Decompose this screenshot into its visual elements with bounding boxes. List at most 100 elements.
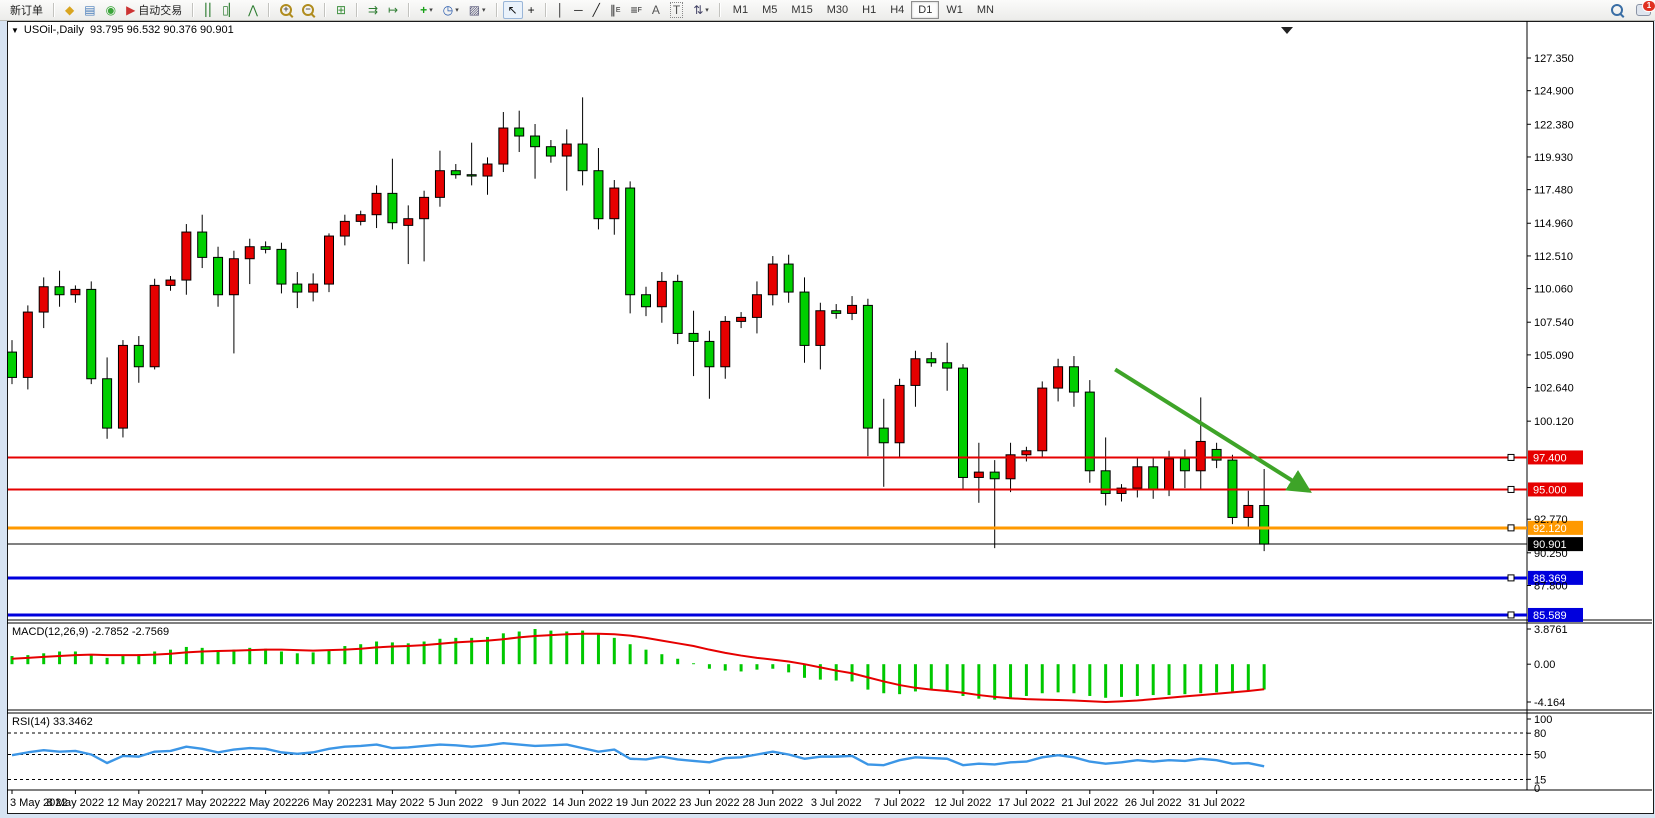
price-badge-label: 97.400 <box>1533 452 1567 464</box>
svg-text:17 May 2022: 17 May 2022 <box>170 797 234 809</box>
svg-text:28 Jun 2022: 28 Jun 2022 <box>743 797 804 809</box>
timeframe-button-mn[interactable]: MN <box>976 4 994 16</box>
svg-text:14 Jun 2022: 14 Jun 2022 <box>552 797 613 809</box>
autotrading-button[interactable]: ▶ 自动交易 <box>126 3 183 17</box>
svg-text:23 Jun 2022: 23 Jun 2022 <box>679 797 740 809</box>
toolbar-separator <box>544 3 547 17</box>
hline-handle[interactable] <box>1507 574 1515 582</box>
rsi-label: RSI(14) 33.3462 <box>12 716 93 728</box>
auto-scroll-icon[interactable]: ⇉ <box>368 3 379 17</box>
tile-windows-icon[interactable]: ⊞ <box>335 3 347 17</box>
trend-arrow-object[interactable] <box>1114 367 1312 493</box>
hline-handle[interactable] <box>1507 453 1515 461</box>
toolbar-separator <box>356 3 359 17</box>
price-badge-95.000 <box>1528 482 1583 497</box>
svg-text:12 Jul 2022: 12 Jul 2022 <box>935 797 992 809</box>
candlestick-series <box>7 97 1270 552</box>
line-chart-icon[interactable]: ⋀ <box>248 3 258 17</box>
zoom-in-icon[interactable]: + <box>275 1 297 19</box>
signals-icon[interactable]: ◉ <box>105 3 117 17</box>
fibonacci-tool-button[interactable]: ≡ F <box>630 3 642 17</box>
periods-clock-button[interactable]: ◷ ▾ <box>442 3 459 17</box>
indicators-add-button[interactable]: + ▾ <box>420 3 433 17</box>
svg-text:105.090: 105.090 <box>1534 350 1574 362</box>
svg-text:15: 15 <box>1534 774 1546 786</box>
search-icon[interactable] <box>1606 1 1628 19</box>
price-badge-92.120 <box>1528 520 1583 535</box>
toolbar-separator <box>495 3 498 17</box>
svg-text:12 May 2022: 12 May 2022 <box>107 797 171 809</box>
svg-text:107.540: 107.540 <box>1534 317 1574 329</box>
chart-shift-icon[interactable]: ↦ <box>388 3 399 17</box>
toolbar-group: ⇉ ↦ <box>361 1 405 19</box>
toolbar-group: 新订单 <box>0 1 50 19</box>
toolbar-right-group: 1 <box>1606 0 1655 19</box>
price-badge-label: 92.120 <box>1533 523 1567 535</box>
hline-handle[interactable] <box>1507 611 1515 619</box>
text-tool-button[interactable]: A <box>651 3 660 17</box>
notifications-icon[interactable]: 1 <box>1636 0 1655 16</box>
timeframe-button-m5[interactable]: M5 <box>762 4 778 16</box>
svg-text:8 May 2022: 8 May 2022 <box>47 797 104 809</box>
svg-text:26 Jul 2022: 26 Jul 2022 <box>1125 797 1182 809</box>
new-order-button[interactable]: 新订单 <box>2 1 48 19</box>
text-label-tool-button[interactable]: T <box>665 1 688 19</box>
svg-text:5 Jun 2022: 5 Jun 2022 <box>429 797 483 809</box>
svg-text:0: 0 <box>1534 783 1540 795</box>
trendline-tool-button[interactable]: ╱ <box>592 3 600 17</box>
svg-text:9 Jun 2022: 9 Jun 2022 <box>492 797 546 809</box>
collapse-triangle-icon[interactable]: ▼ <box>11 26 19 35</box>
hline-handle[interactable] <box>1507 524 1515 532</box>
cursor-tool-button[interactable]: ↖ <box>502 1 523 19</box>
toolbar-group: M1 M5 M15 M30 H1 H4 D1 W1 MN <box>724 1 1003 19</box>
chart-shift-marker[interactable] <box>1281 27 1293 34</box>
charts-profile-icon[interactable]: ◆ <box>65 3 75 17</box>
timeframe-button-m1[interactable]: M1 <box>732 4 749 16</box>
price-badge-97.400 <box>1528 450 1583 465</box>
timeframe-button-h4[interactable]: H4 <box>890 4 905 16</box>
svg-text:31 May 2022: 31 May 2022 <box>361 797 425 809</box>
market-watch-icon[interactable]: ▤ <box>84 3 96 17</box>
svg-text:127.350: 127.350 <box>1534 53 1574 65</box>
svg-text:110.060: 110.060 <box>1534 284 1573 296</box>
arrows-tool-button[interactable]: ⇅ ▾ <box>693 3 709 17</box>
zoom-out-icon[interactable]: − <box>297 1 319 19</box>
svg-text:7 Jul 2022: 7 Jul 2022 <box>874 797 925 809</box>
bar-chart-icon[interactable]: ⎢⎢ <box>204 3 214 17</box>
timeframe-button-d1[interactable]: D1 <box>911 1 940 19</box>
svg-text:87.800: 87.800 <box>1534 580 1568 592</box>
equidistant-channel-tool-button[interactable]: ∥ E <box>609 3 621 17</box>
toolbar-separator <box>192 3 195 17</box>
chart-window <box>7 21 1654 814</box>
svg-text:21 Jul 2022: 21 Jul 2022 <box>1061 797 1118 809</box>
svg-text:90.250: 90.250 <box>1534 548 1568 560</box>
svg-text:117.480: 117.480 <box>1534 185 1573 197</box>
svg-text:0.00: 0.00 <box>1534 659 1555 671</box>
svg-text:19 Jun 2022: 19 Jun 2022 <box>616 797 677 809</box>
vertical-line-tool-button[interactable]: │ <box>556 3 565 17</box>
horizontal-line-tool-button[interactable]: ─ <box>574 3 583 17</box>
timeframe-button-w1[interactable]: W1 <box>946 4 963 16</box>
panel-frames <box>7 21 1652 791</box>
toolbar-separator <box>53 3 55 17</box>
toolbar-group: + − <box>273 1 321 19</box>
crosshair-tool-button[interactable]: + <box>527 3 535 17</box>
price-badge-label: 90.901 <box>1533 539 1567 551</box>
price-badge-85.589 <box>1528 607 1583 622</box>
templates-button[interactable]: ▨ ▾ <box>468 3 486 17</box>
svg-text:-4.164: -4.164 <box>1534 697 1565 709</box>
price-axis[interactable]: 127.350 124.900 122.380 119.930 117.480 114.9… <box>1527 53 1574 592</box>
svg-text:114.960: 114.960 <box>1534 218 1573 230</box>
timeframe-button-m15[interactable]: M15 <box>791 4 813 16</box>
candlestick-chart-icon[interactable]: ▯▏ <box>222 3 239 17</box>
timeframe-button-h1[interactable]: H1 <box>862 4 877 16</box>
svg-text:17 Jul 2022: 17 Jul 2022 <box>998 797 1055 809</box>
toolbar-group: ⎢⎢ ▯▏ ⋀ <box>197 1 265 19</box>
hline-handle[interactable] <box>1507 485 1515 493</box>
toolbar-group: ↖ + <box>501 1 542 19</box>
timeframe-button-m30[interactable]: M30 <box>826 4 849 16</box>
price-badge-label: 85.589 <box>1533 610 1567 622</box>
toolbar-separator <box>267 3 270 17</box>
svg-text:92.770: 92.770 <box>1534 514 1568 526</box>
